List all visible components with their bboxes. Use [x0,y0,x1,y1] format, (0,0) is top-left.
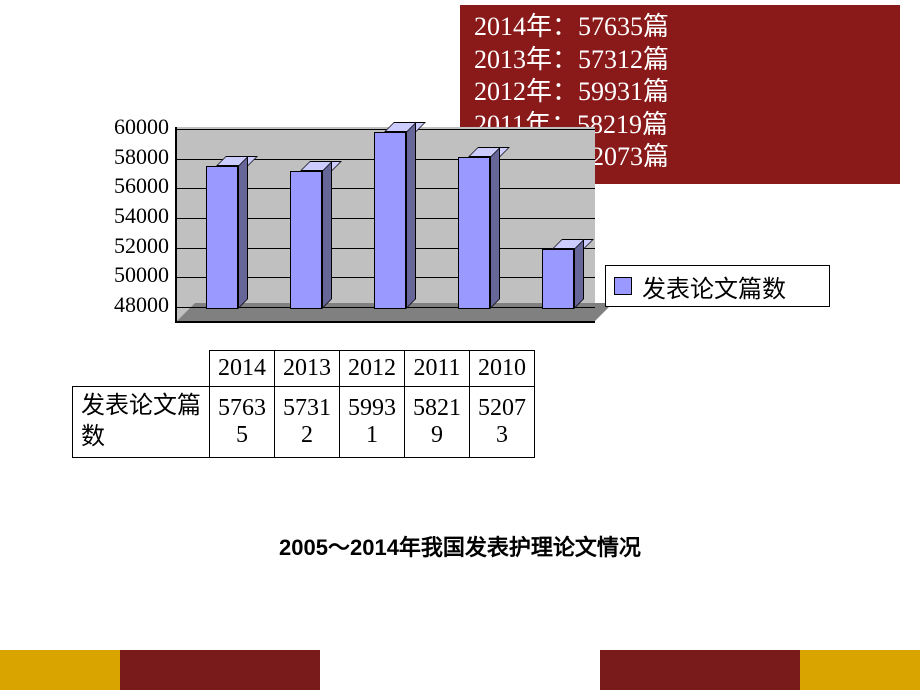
info-line: 2012年：59931篇 [474,76,886,109]
y-tick-label: 58000 [114,144,169,170]
info-line: 2014年：57635篇 [474,11,886,44]
table-cell: 5731 2 [275,387,340,458]
stripe-seg [320,650,600,690]
chart-bar [458,157,490,309]
table-cell: 5763 5 [210,387,275,458]
y-tick-label: 48000 [114,292,169,318]
table-cell: 5821 9 [405,387,470,458]
legend-label: 发表论文篇数 [642,269,786,304]
table-corner [73,351,210,387]
chart-bar [206,166,238,309]
y-tick-label: 60000 [114,114,169,140]
chart-bar [290,171,322,309]
data-table: 2014 2013 2012 2011 2010 发表论文篇数 5763 5 5… [72,350,535,458]
y-tick-label: 56000 [114,173,169,199]
col-header: 2012 [340,351,405,387]
info-line: 2013年：57312篇 [474,44,886,77]
y-tick-label: 52000 [114,233,169,259]
stripe-seg [0,650,120,690]
chart-legend: 发表论文篇数 [605,265,830,307]
stripe-seg [600,650,800,690]
col-header: 2013 [275,351,340,387]
chart-bar [374,132,406,309]
table-header-row: 2014 2013 2012 2011 2010 [73,351,535,387]
chart-bar [542,249,574,309]
bottom-stripe [0,650,920,690]
stripe-seg [120,650,320,690]
y-tick-label: 50000 [114,262,169,288]
table-cell: 5207 3 [470,387,535,458]
bar-chart: 60000580005600054000520005000048000 发表论文… [80,125,840,350]
col-header: 2010 [470,351,535,387]
slide: 2014年：57635篇 2013年：57312篇 2012年：59931篇 2… [0,0,920,690]
col-header: 2011 [405,351,470,387]
row-header: 发表论文篇数 [73,387,210,458]
plot-area [175,127,595,323]
legend-swatch [614,277,632,295]
y-tick-label: 54000 [114,203,169,229]
table-data-row: 发表论文篇数 5763 5 5731 2 5993 1 5821 9 5207 … [73,387,535,458]
y-axis: 60000580005600054000520005000048000 [80,125,175,325]
table-cell: 5993 1 [340,387,405,458]
chart-caption: 2005～2014年我国发表护理论文情况 [0,530,920,562]
col-header: 2014 [210,351,275,387]
stripe-seg [800,650,920,690]
